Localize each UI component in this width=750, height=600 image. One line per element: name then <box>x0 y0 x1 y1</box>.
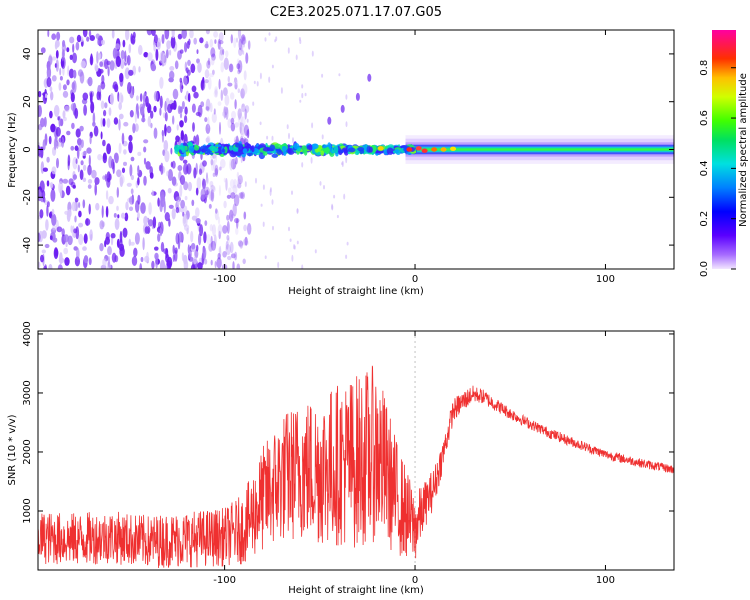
colorbar-ticks: 0.0 0.2 0.4 0.6 0.8 <box>699 60 736 277</box>
snr-y-tick-label: 4000 <box>22 321 33 346</box>
snr-x-tick-label: -100 <box>213 575 236 586</box>
spectrogram-x-tick-label: -100 <box>213 274 236 285</box>
spectrogram-x-ticks: -100 0 100 <box>213 30 615 285</box>
snr-x-ticks: -100 0 100 <box>213 331 615 586</box>
colorbar-tick-label: 0.2 <box>699 211 710 227</box>
snr-y-tick-label: 2000 <box>22 439 33 464</box>
snr-plot-area <box>38 331 674 570</box>
colorbar-tick-label: 0.0 <box>699 261 710 277</box>
colorbar-tick-label: 0.8 <box>699 60 710 76</box>
snr-y-tick-label: 3000 <box>22 380 33 405</box>
spectrogram-y-tick-label: 0 <box>22 146 33 152</box>
spectrogram-x-tick-label: 100 <box>596 274 615 285</box>
snr-panel: -100 0 100 1000 2000 3000 4000 Height of stra… <box>7 321 675 596</box>
spectrogram-y-ticks: -40 -20 0 20 40 <box>22 48 674 253</box>
spectrogram-panel: -100 0 100 -40 -20 0 20 40 Height of straight … <box>7 29 675 297</box>
spectrogram-heat-layer <box>38 30 674 269</box>
spectrogram-y-tick-label: -20 <box>22 189 33 205</box>
colorbar-tick-label: 0.6 <box>699 110 710 126</box>
snr-y-tick-label: 1000 <box>22 498 33 523</box>
colorbar-gradient <box>712 30 736 269</box>
spectrogram-y-axis-label: Frequency (Hz) <box>7 112 18 188</box>
chart-title: C2E3.2025.071.17.07.G05 <box>270 5 442 20</box>
snr-series-line <box>37 365 675 569</box>
spectrogram-x-tick-label: 0 <box>412 274 418 285</box>
spectrogram-y-tick-label: 40 <box>22 48 33 61</box>
snr-y-ticks: 1000 2000 3000 4000 <box>22 321 674 524</box>
colorbar-label: Normalized spectral amplitude <box>738 73 749 227</box>
colorbar-tick-label: 0.4 <box>699 160 710 176</box>
snr-frame <box>37 330 675 571</box>
spectrogram-y-tick-label: 20 <box>22 95 33 108</box>
snr-y-axis-label: SNR (10 * v/v) <box>7 414 18 485</box>
snr-x-tick-label: 100 <box>596 575 615 586</box>
snr-x-tick-label: 0 <box>412 575 418 586</box>
spectrogram-y-tick-label: -40 <box>22 237 33 253</box>
spectrogram-x-axis-label: Height of straight line (km) <box>288 286 424 297</box>
snr-x-axis-label: Height of straight line (km) <box>288 585 424 596</box>
colorbar: 0.0 0.2 0.4 0.6 0.8 Normalized spectral ampl… <box>699 30 749 277</box>
